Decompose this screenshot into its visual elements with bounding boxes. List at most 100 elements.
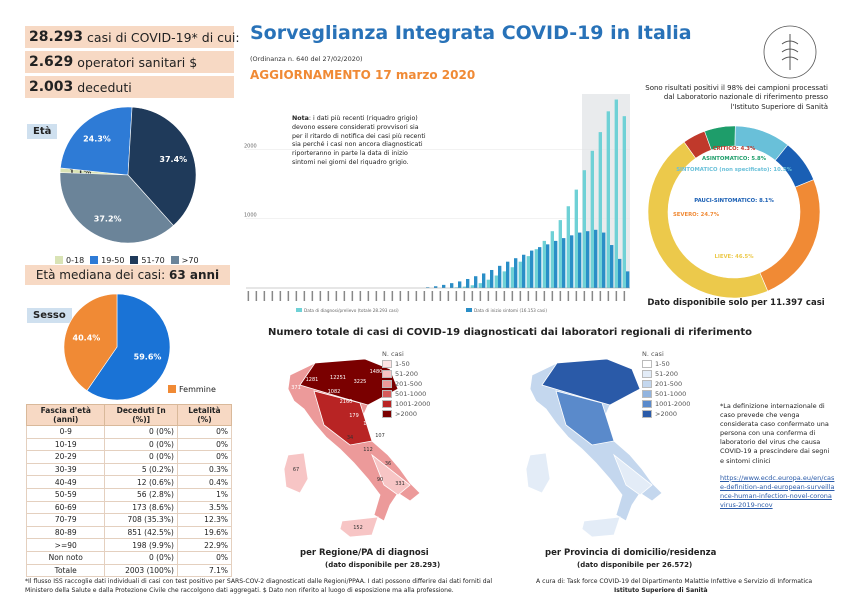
pie-slice-femmine — [63, 293, 118, 392]
map-legend-item: 1-50 — [382, 360, 430, 368]
x-tick-label — [503, 291, 506, 301]
x-tick-label — [527, 291, 530, 301]
sex-label: Sesso — [27, 308, 72, 323]
table-cell: 851 (42.5%) — [104, 525, 178, 540]
table-cell: 7.1% — [176, 563, 233, 578]
donut-label-pauci-sintomatico: PAUCI-SINTOMATICO: 8.1% — [694, 198, 774, 204]
epi-curve-chart: 2000 1000 Data di diagnosi/prelievo (total… — [244, 94, 630, 313]
x-tick-label — [543, 291, 546, 301]
donut-slice-lieve — [647, 141, 769, 299]
centre-north-shape — [555, 390, 615, 446]
x-tick-label — [623, 291, 626, 301]
x-tick-label — [431, 291, 434, 301]
x-tick-label — [295, 291, 298, 301]
map-legend-item: 501-1000 — [382, 390, 430, 398]
table-row: 10-19 0 (0%) 0% — [25, 437, 233, 452]
bar-diagnosis — [574, 189, 578, 288]
lethality-table: Fascia d'età (anni) Deceduti [n (%)] Letal… — [25, 404, 233, 578]
table-cell: 1% — [176, 487, 233, 502]
table-cell: 56 (2.8%) — [104, 487, 178, 502]
x-tick-label — [575, 291, 578, 301]
centre-north-shape — [313, 390, 373, 446]
x-tick-label — [607, 291, 610, 301]
table-cell: 0 (0%) — [104, 450, 178, 464]
region-value: 371 — [291, 385, 301, 391]
bar-diagnosis — [470, 285, 474, 288]
bar-diagnosis — [614, 99, 618, 289]
table-cell: 5 (0.2%) — [104, 462, 178, 477]
table-row: 0-9 0 (0%) 0% — [25, 425, 233, 439]
table-row: 60-69 173 (8.6%) 3.5% — [25, 500, 233, 515]
donut-label-severo: SEVERO: 24.7% — [673, 212, 720, 218]
footer-note: *Il flusso ISS raccoglie dati individual… — [25, 578, 493, 595]
bar-onset — [474, 276, 478, 288]
pie-label-51-70: 37.4% — [159, 155, 187, 164]
table-row: Totale 2003 (100%) 7.1% — [25, 563, 233, 578]
region-value: 112 — [363, 447, 373, 453]
table-row: Non noto 0 (0%) 0% — [25, 550, 233, 565]
map-legend-item: 1001-2000 — [642, 400, 690, 408]
bar-onset — [490, 269, 494, 288]
x-tick-label — [375, 291, 378, 301]
pie-label-19-50: 24.3% — [83, 134, 111, 143]
x-tick-label — [583, 291, 586, 301]
x-tick-label — [343, 291, 346, 301]
table-cell: Totale — [25, 563, 106, 578]
map-legend-item: 51-200 — [642, 370, 690, 378]
bar-diagnosis — [494, 275, 498, 288]
x-tick-label — [383, 291, 386, 301]
bar-onset — [482, 273, 486, 288]
bar-onset — [562, 238, 566, 288]
table-cell: 10-19 — [25, 437, 106, 452]
table-cell: 0% — [176, 550, 233, 565]
epi-legend-swatch — [466, 308, 472, 312]
sex-legend-item: Femmine — [168, 385, 216, 394]
table-cell: 0% — [176, 450, 233, 464]
x-tick-label — [391, 291, 394, 301]
bar-diagnosis — [486, 279, 490, 288]
health-workers-text: operatori sanitari $ — [77, 54, 198, 70]
map-legend-item: >2000 — [642, 410, 690, 418]
map-group — [525, 358, 663, 538]
table-row: 80-89 851 (42.5%) 19.6% — [25, 525, 233, 540]
sicily-shape — [339, 516, 379, 538]
age-legend-item: 0-18 — [55, 256, 84, 265]
pie-slice-over-70 — [59, 172, 174, 244]
deaths-text: deceduti — [77, 79, 132, 95]
bar-diagnosis — [622, 116, 626, 288]
sardinia-shape — [525, 452, 551, 494]
x-tick-label — [255, 291, 258, 301]
bar-onset — [610, 245, 614, 288]
chart-note: Nota: i dati più recenti (riquadro grigi… — [292, 115, 427, 168]
table-cell: 19.6% — [176, 525, 233, 540]
table-cell: 20-29 — [25, 450, 106, 464]
table-row: 20-29 0 (0%) 0% — [25, 450, 233, 464]
x-tick-label — [399, 291, 402, 301]
sicily-shape — [581, 516, 621, 538]
ecdc-link[interactable]: https://www.ecdc.europa.eu/en/case-defin… — [720, 473, 835, 509]
pie-label-0-18: 1.1% — [69, 168, 91, 177]
region-value: 34 — [347, 435, 353, 441]
age-legend-item: 19-50 — [90, 256, 124, 265]
x-tick-label — [351, 291, 354, 301]
table-cell: Non noto — [25, 550, 106, 565]
x-tick-label — [263, 291, 266, 301]
table-cell: 3.5% — [176, 500, 233, 515]
bar-diagnosis — [478, 283, 482, 288]
x-tick-label — [423, 291, 426, 301]
age-legend-item: 51-70 — [130, 256, 165, 265]
bar-onset — [618, 258, 622, 288]
region-sub: (dato disponibile per 28.293) — [325, 561, 441, 569]
bar-onset — [442, 284, 446, 288]
x-tick-label — [599, 291, 602, 301]
table-cell: 80-89 — [25, 525, 106, 540]
median-age-value: 63 anni — [168, 268, 220, 282]
table-cell: >=90 — [25, 538, 106, 552]
epi-legend-label: Data di diagnosi/prelievo (totale 28.293… — [304, 308, 399, 313]
deaths-number: 2.003 — [29, 79, 74, 95]
region-caption: per Regione/PA di diagnosi — [300, 548, 429, 558]
age-label: Età — [27, 124, 58, 139]
x-tick-label — [447, 291, 450, 301]
bar-diagnosis — [542, 240, 546, 288]
x-tick-label — [439, 291, 442, 301]
